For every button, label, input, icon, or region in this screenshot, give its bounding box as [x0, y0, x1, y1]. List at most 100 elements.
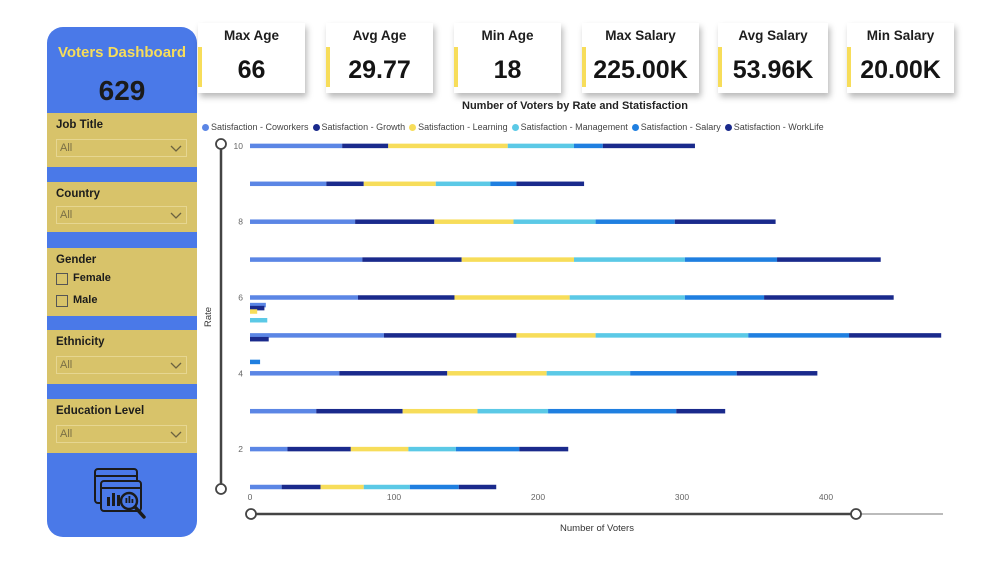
bar-segment [748, 333, 850, 338]
filter-label: Gender [56, 254, 97, 266]
x-tick-label: 200 [531, 492, 545, 502]
bar-segment [402, 408, 478, 414]
bar-segment [574, 257, 685, 262]
kpi-avg-age: Avg Age 29.77 [326, 23, 433, 93]
y-zoom-handle-bottom[interactable] [215, 483, 227, 495]
bar-segment [458, 484, 497, 490]
legend-item[interactable]: Satisfaction - Learning [409, 122, 508, 132]
job-title-dropdown[interactable]: All [56, 139, 187, 157]
filter-gender: Gender Female Male [47, 248, 197, 316]
legend-marker [409, 123, 417, 131]
y-zoom-handle-top[interactable] [215, 138, 227, 150]
x-zoom-handle-left[interactable] [245, 508, 257, 520]
kpi-accent [847, 47, 851, 87]
bar-segment [250, 446, 288, 452]
bar-segment [777, 257, 881, 262]
chevron-down-icon [170, 145, 182, 152]
kpi-label: Min Age [481, 28, 534, 43]
legend-item[interactable]: Satisfaction - Salary [631, 122, 721, 132]
bar-segment [250, 305, 265, 311]
bar-segment [507, 143, 574, 149]
bar-segment [388, 143, 508, 149]
filter-label: Country [56, 188, 101, 200]
kpi-label: Max Age [223, 28, 279, 43]
bar-segment [477, 408, 549, 414]
bar-segment [595, 333, 749, 338]
bar-segment [383, 333, 517, 338]
bar-segment [250, 317, 268, 323]
bar-segment [454, 295, 570, 300]
legend-marker [724, 123, 732, 131]
legend-item[interactable]: Satisfaction - Growth [312, 122, 406, 132]
checkbox[interactable] [56, 273, 68, 285]
kpi-max-salary: Max Salary 225.00K [582, 23, 699, 93]
kpi-label: Max Salary [605, 28, 676, 43]
legend-item[interactable]: Satisfaction - Management [511, 122, 628, 132]
bar-segment [250, 371, 340, 376]
legend-marker [312, 123, 320, 131]
chart-legend: Satisfaction - Coworkers Satisfaction - G… [202, 122, 992, 136]
bar-segment [548, 408, 677, 414]
country-dropdown[interactable]: All [56, 206, 187, 224]
x-zoom-handle-right[interactable] [850, 508, 862, 520]
bar-segment [363, 181, 436, 187]
kpi-value: 225.00K [593, 56, 688, 84]
dashboard-analytics-icon [94, 468, 146, 519]
y-tick-label: 8 [238, 217, 243, 227]
bar-segment [764, 295, 894, 300]
x-tick-label: 100 [387, 492, 401, 502]
bar-segment [490, 181, 517, 187]
bar-segment [630, 371, 737, 376]
voter-count: 629 [98, 75, 146, 106]
legend-item[interactable]: Satisfaction - Coworkers [202, 122, 309, 132]
bar-segment [250, 295, 358, 300]
kpi-value: 18 [493, 56, 522, 84]
education-level-dropdown[interactable]: All [56, 425, 187, 443]
ethnicity-dropdown[interactable]: All [56, 356, 187, 374]
bar-segment [339, 371, 448, 376]
bar-segment [409, 484, 459, 490]
kpi-label: Min Salary [866, 28, 935, 43]
dropdown-value: All [60, 209, 73, 221]
bar-segment [355, 219, 435, 224]
legend-label: Satisfaction - Growth [321, 122, 406, 132]
legend-label: Satisfaction - Management [520, 122, 628, 132]
bar-segment [461, 257, 574, 262]
bar-segment [736, 371, 818, 376]
bar-segment [513, 219, 596, 224]
bar-segment [281, 484, 321, 490]
bar-segment [250, 336, 269, 342]
filter-job-title: Job Title All [47, 113, 197, 167]
bar-segment [569, 295, 685, 300]
filter-education-level: Education Level All [47, 399, 197, 453]
y-tick-label: 10 [234, 141, 244, 151]
y-tick-label: 6 [238, 293, 243, 303]
x-axis-title: Number of Voters [560, 523, 634, 534]
bar-segment [250, 181, 327, 187]
kpi-value: 53.96K [732, 56, 814, 84]
bar-segment [250, 257, 363, 262]
bar-segment [674, 219, 776, 224]
x-tick-label: 0 [248, 492, 253, 502]
kpi-max-age: Max Age 66 [198, 23, 305, 93]
kpi-accent [454, 47, 458, 87]
bar-segment [250, 309, 258, 314]
bar-segment [342, 143, 389, 149]
x-tick-label: 300 [675, 492, 689, 502]
kpi-avg-salary: Avg Salary 53.96K [718, 23, 828, 93]
bar-segment [350, 446, 409, 452]
bar-segment [519, 446, 569, 452]
kpi-value: 66 [237, 56, 266, 84]
bar-segment [287, 446, 351, 452]
y-axis-title: Rate [203, 307, 214, 327]
bar-segment [516, 181, 585, 187]
bar-segment [358, 295, 455, 300]
bar-segment [316, 408, 403, 414]
checkbox[interactable] [56, 295, 68, 307]
legend-item[interactable]: Satisfaction - WorkLife [724, 122, 824, 132]
bar-segment [408, 446, 456, 452]
bar-segment [434, 219, 514, 224]
legend-label: Satisfaction - Learning [418, 122, 508, 132]
kpi-min-age: Min Age 18 [454, 23, 561, 93]
